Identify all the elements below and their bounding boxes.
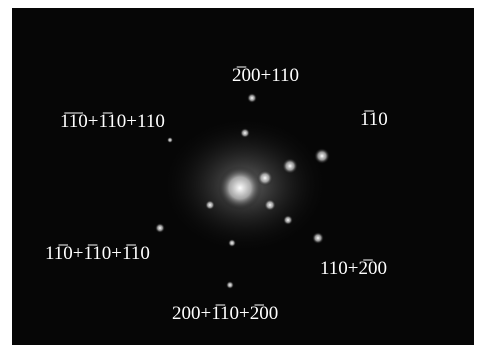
spot-label: 2̅00+110 bbox=[232, 65, 299, 86]
spot-label: 1̅1̅0+1̅10+110 bbox=[60, 111, 165, 132]
spot-label: 110+2̅00 bbox=[320, 258, 387, 279]
spot-label: 200+1̅10+2̅00 bbox=[172, 303, 278, 324]
spot-label: 1̅10 bbox=[360, 109, 388, 130]
diffraction-figure: 2̅00+110 1̅1̅0+1̅10+110 1̅10 11̅0+1̅10+1… bbox=[0, 0, 485, 356]
spot-label: 11̅0+1̅10+1̅10 bbox=[45, 243, 150, 264]
